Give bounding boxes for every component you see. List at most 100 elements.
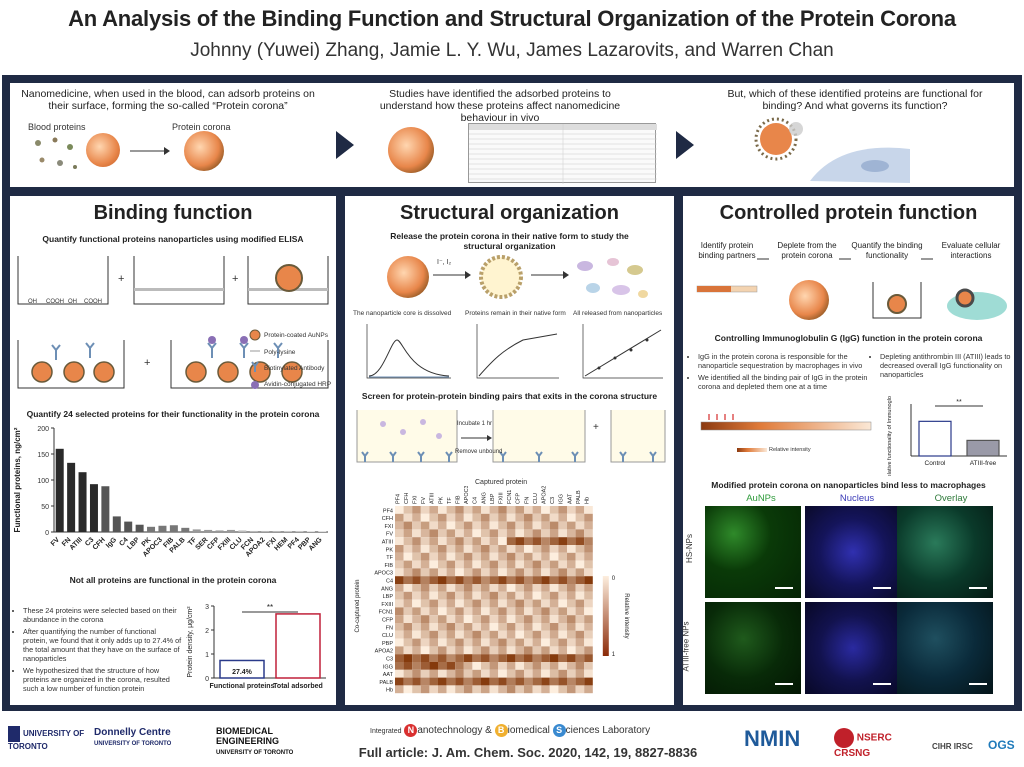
lab-b-rest: iomedical [507,725,550,736]
heatmap-cell [446,623,456,631]
heatmap-col-label: LBP [490,493,496,504]
heatmap-cell [446,669,456,678]
remove-label: Remove unbound [455,449,503,455]
scale-title: Relative intensity [623,593,629,638]
heatmap-cell [541,537,550,545]
heatmap-cell [584,615,593,623]
heatmap-cell [584,591,593,600]
heatmap-cell [567,630,576,639]
heatmap-cell [438,506,447,514]
heatmap-cell [481,669,490,678]
heatmap-cell [489,591,499,600]
heatmap-cell [455,662,464,670]
bar-FV [55,448,64,532]
heatmap-cell [584,513,593,522]
heatmap-cell [498,576,507,584]
heatmap-cell [481,599,490,608]
heatmap-cell [455,638,464,647]
heatmap-cell [549,545,559,553]
heatmap-cell [489,607,499,616]
heatmap-cell [567,560,576,569]
heatmap-cell [412,685,421,694]
heatmap-cell [429,623,438,631]
heatmap-cell [532,513,542,522]
heatmap-cell [498,513,507,522]
heatmap-cell [429,568,438,577]
heatmap-cell [532,591,542,600]
heatmap-cell [524,537,533,545]
dissolution-plots [366,324,663,379]
heatmap-cell [412,669,421,678]
heatmap-cell [455,677,464,686]
heatmap-cell [584,669,593,678]
heatmap-cell [403,552,413,561]
heatmap-cell [481,552,490,561]
heatmap-cell [412,654,421,662]
heatmap-cell [558,638,567,647]
cell-binding-illustration [754,117,910,183]
heatmap-cell [532,599,542,608]
heatmap-cell [549,591,559,600]
heatmap-cell [558,576,567,584]
free-proteins-icon [577,258,648,298]
heatmap-cell [506,662,516,670]
co-captured-label: Co-captured protein [355,579,361,632]
heatmap-cell [472,560,481,569]
heatmap-cell [567,537,576,545]
heatmap-cell [541,599,550,608]
heatmap-cell [412,529,421,538]
heatmap-cell [395,654,404,662]
heatmap-cell [489,513,499,522]
y-tick-label: 50 [41,504,49,511]
heatmap-cell [395,576,404,584]
heatmap-cell [532,623,542,631]
heatmap-cell [541,513,550,522]
x-tick-label: C3 [84,536,95,547]
heatmap-cell [549,529,559,538]
heatmap-cell [429,677,438,686]
heatmap-cell [541,560,550,569]
heatmap-cell [541,638,550,647]
elisa-schematic: + + + [17,256,329,389]
heatmap-cell [412,607,421,616]
heatmap-col-label: PALB [576,490,582,504]
heatmap-cell [498,591,507,600]
heatmap-cell [446,513,456,522]
heatmap-cell [420,685,430,694]
y-tick-label: 3 [205,604,209,611]
heatmap-cell [481,677,490,686]
heatmap-cell [489,638,499,647]
heatmap-cell [541,529,550,538]
heatmap-cell [524,521,533,530]
heatmap-cell [489,537,499,545]
heatmap-cell [412,591,421,600]
heatmap-cell [489,599,499,608]
heatmap-cell [463,638,473,647]
heatmap-cell [549,638,559,647]
step-1: Identify protein binding partners [698,241,756,260]
uoft-text: UNIVERSITY OF TORONTO [8,729,85,751]
heatmap-cell [558,615,567,623]
heatmap-cell [438,677,447,686]
heatmap-cell [455,537,464,545]
heatmap-cell [412,513,421,522]
heatmap-cell [472,607,481,616]
binding-bullet-3: We hypothesized that the structure of ho… [23,666,182,693]
heatmap-cell [506,685,516,694]
heatmap-cell [498,623,507,631]
legend-aunps: Protein-coated AuNPs [264,332,328,339]
heatmap-cell [584,638,593,647]
heatmap-cell [429,591,438,600]
heatmap-cell [429,552,438,561]
heatmap-cell [472,662,481,670]
heatmap-cell [420,630,430,639]
heatmap-cell [481,662,490,670]
heatmap-cell [403,506,413,514]
heatmap-cell [558,685,567,694]
heatmap-cell [524,513,533,522]
heatmap-cell [515,591,524,600]
bar-ATIII [78,472,87,532]
y-tick-label: 200 [37,426,49,433]
heatmap-cell [429,506,438,514]
flow-arrow-1 [336,131,354,159]
